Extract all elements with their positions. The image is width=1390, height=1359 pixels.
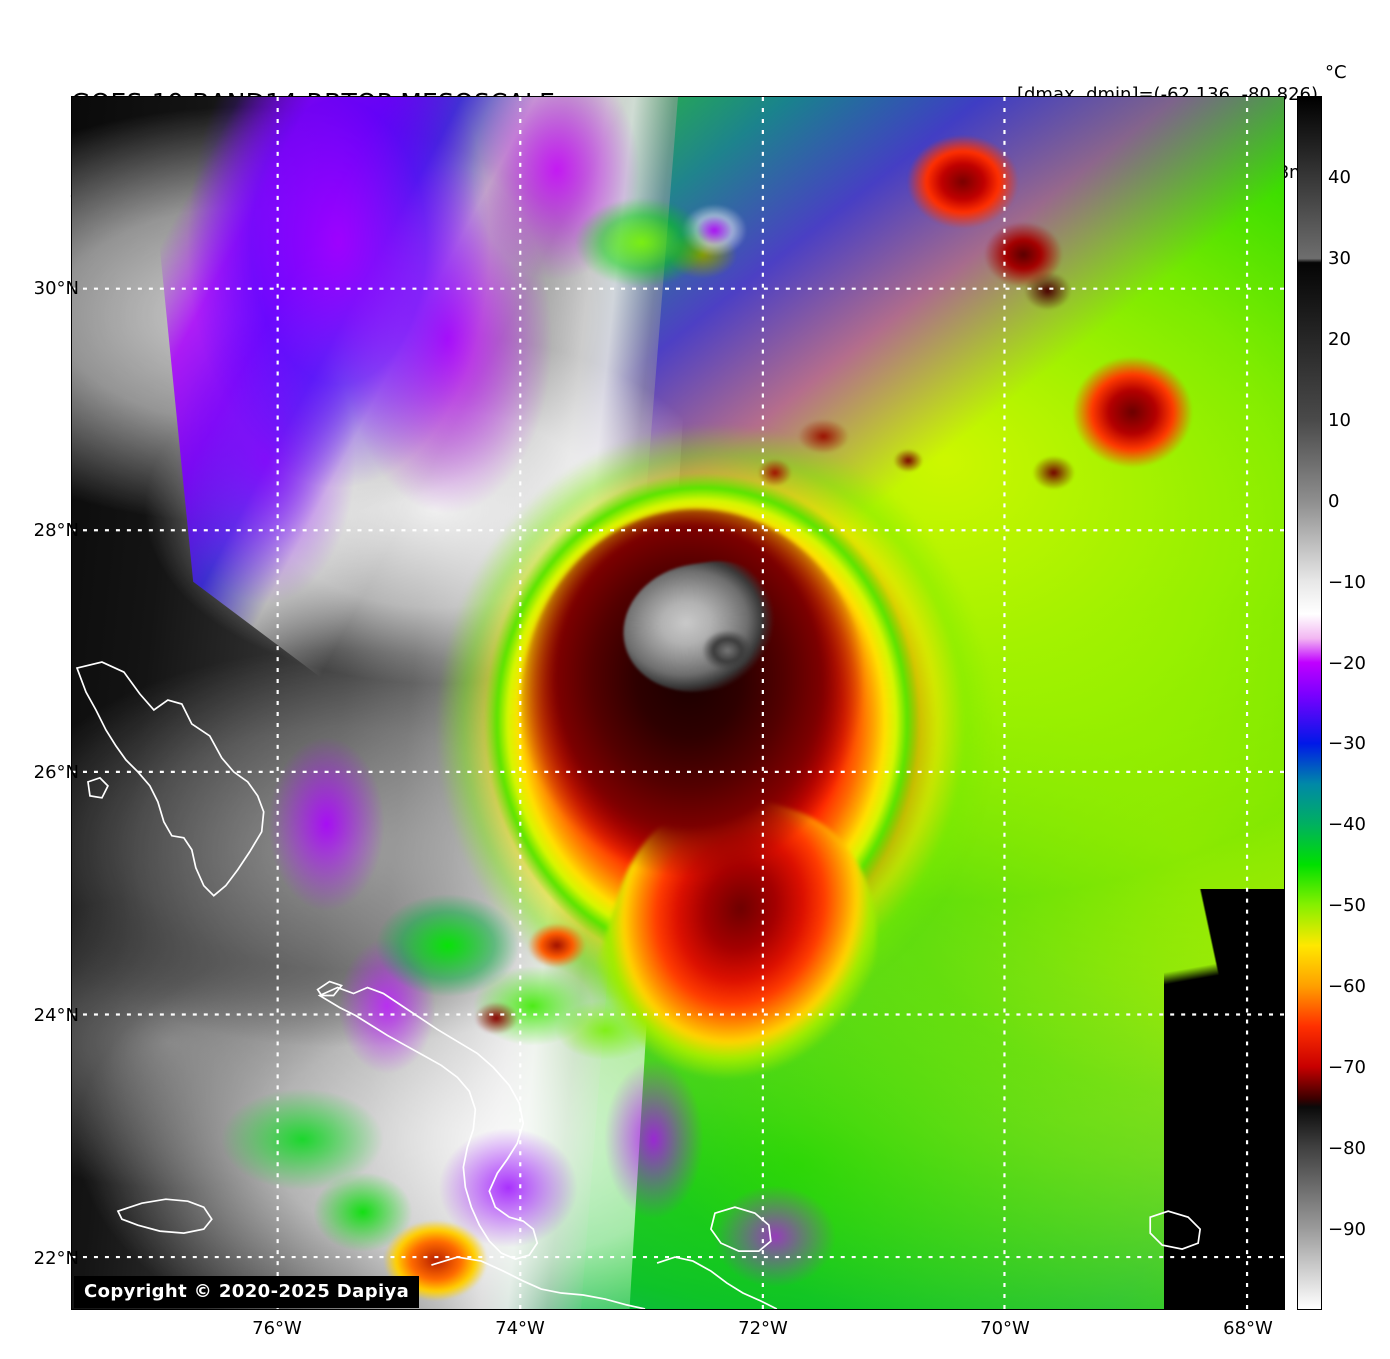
colorbar-tick--80: −80 bbox=[1328, 1138, 1366, 1160]
colorbar-tick-10: 10 bbox=[1328, 409, 1351, 431]
colorbar-tick--70: −70 bbox=[1328, 1057, 1366, 1079]
small-island-west bbox=[87, 776, 109, 799]
gridlines-horizontal bbox=[72, 287, 1284, 1259]
gridlines-vertical bbox=[276, 97, 1249, 1309]
longitude-tick-68: 68°W bbox=[1223, 1318, 1273, 1339]
longitude-tick-76: 76°W bbox=[252, 1318, 302, 1339]
latitude-tick-30: 30°N bbox=[33, 278, 79, 299]
cuba-north-coast bbox=[431, 1256, 646, 1309]
latitude-tick-28: 28°N bbox=[33, 520, 79, 541]
latitude-tick-22: 22°N bbox=[33, 1248, 79, 1269]
colorbar-tick-40: 40 bbox=[1328, 166, 1351, 188]
longitude-tick-74: 74°W bbox=[495, 1318, 545, 1339]
satellite-map-plot[interactable] bbox=[71, 96, 1285, 1310]
colorbar-tick-0: 0 bbox=[1328, 490, 1340, 512]
colorbar-tick-30: 30 bbox=[1328, 247, 1351, 269]
small-island-southeast bbox=[1149, 1210, 1202, 1250]
colorbar-unit-label: °C bbox=[1325, 62, 1347, 83]
bahamas-coastline bbox=[317, 986, 539, 1260]
colorbar-tick--50: −50 bbox=[1328, 895, 1366, 917]
colorbar-tick--10: −10 bbox=[1328, 571, 1366, 593]
colorbar-tick--20: −20 bbox=[1328, 652, 1366, 674]
longitude-tick-72: 72°W bbox=[738, 1318, 788, 1339]
convective-cells-other bbox=[72, 97, 1284, 1309]
turks-caicos-outline bbox=[710, 1206, 772, 1252]
colorbar-tick--60: −60 bbox=[1328, 976, 1366, 998]
temperature-colorbar[interactable] bbox=[1297, 96, 1322, 1310]
colorbar-tick--30: −30 bbox=[1328, 733, 1366, 755]
jamaica-coastline bbox=[116, 1198, 213, 1234]
latitude-tick-26: 26°N bbox=[33, 762, 79, 783]
colorbar-tick-20: 20 bbox=[1328, 328, 1351, 350]
cuba-coast-east bbox=[656, 1256, 778, 1309]
florida-coastline bbox=[75, 661, 265, 897]
colorbar-tick--90: −90 bbox=[1328, 1219, 1366, 1241]
no-data-wedge-corner bbox=[1194, 889, 1284, 1309]
colorbar-gradient bbox=[1298, 97, 1321, 1309]
copyright-watermark: Copyright © 2020-2025 Dapiya bbox=[74, 1276, 420, 1308]
latitude-tick-24: 24°N bbox=[33, 1005, 79, 1026]
colorbar-tick--40: −40 bbox=[1328, 814, 1366, 836]
bahamas-islet bbox=[316, 980, 343, 997]
coastline-overlay bbox=[72, 97, 1284, 1309]
longitude-tick-70: 70°W bbox=[980, 1318, 1030, 1339]
